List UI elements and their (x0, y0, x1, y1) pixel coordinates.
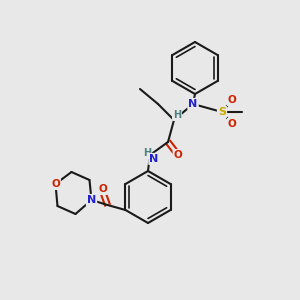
Text: O: O (174, 150, 182, 160)
Text: O: O (228, 95, 236, 105)
Text: S: S (218, 107, 226, 117)
Text: N: N (188, 99, 198, 109)
Text: O: O (98, 184, 107, 194)
Text: N: N (149, 154, 159, 164)
Text: O: O (51, 179, 60, 189)
Text: H: H (173, 110, 181, 120)
Text: H: H (143, 148, 151, 158)
Text: N: N (87, 195, 96, 205)
Text: O: O (228, 119, 236, 129)
